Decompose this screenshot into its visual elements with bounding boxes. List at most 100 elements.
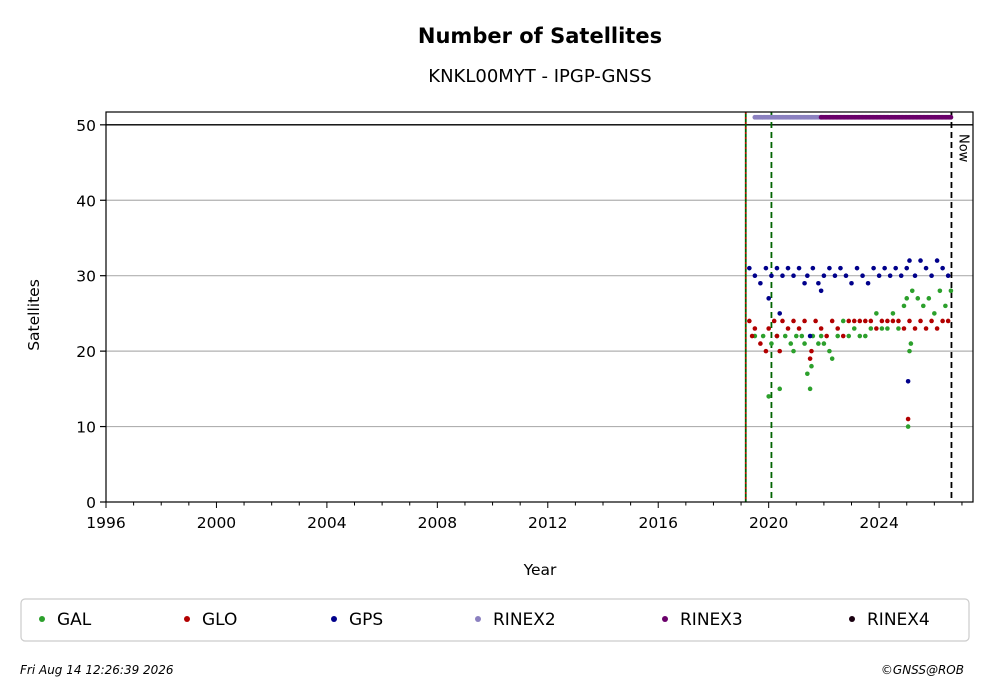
gps-point (832, 273, 838, 278)
footer-credit: ©GNSS@ROB (881, 663, 964, 677)
gal-point (846, 333, 852, 339)
gps-point (940, 265, 945, 271)
gps-point (777, 311, 783, 316)
glo-point (934, 326, 940, 331)
gps-point (871, 265, 876, 271)
legend-marker-gal (39, 616, 45, 622)
gps-point (918, 258, 923, 263)
gps-point (791, 273, 796, 278)
glo-point (752, 326, 758, 331)
gps-point (816, 280, 821, 286)
glo-point (802, 318, 807, 324)
gal-point (799, 333, 805, 339)
glo-point (918, 318, 923, 324)
y-tick-label: 50 (76, 117, 96, 135)
gps-point (907, 258, 912, 263)
glo-point (863, 318, 868, 324)
data-points (747, 114, 954, 429)
gal-point (840, 318, 846, 324)
glo-point (912, 326, 918, 331)
gal-point (926, 296, 932, 301)
glo-point (791, 318, 796, 324)
glo-point (945, 318, 951, 324)
glo-point (780, 318, 785, 324)
gal-point (901, 303, 907, 309)
glo-point (813, 318, 818, 324)
y-tick-label: 10 (76, 419, 96, 437)
gps-point (882, 265, 887, 271)
gps-point (758, 280, 763, 286)
footer-timestamp: Fri Aug 14 12:26:39 2026 (20, 663, 174, 677)
x-tick-label: 2020 (749, 514, 788, 532)
x-tick-label: 2012 (528, 514, 567, 532)
x-tick-label: 1996 (86, 514, 125, 532)
gal-point (868, 326, 874, 331)
legend-marker-glo (184, 616, 190, 622)
gps-point (887, 273, 893, 278)
gal-point (932, 311, 937, 316)
gal-point (760, 333, 766, 339)
legend-label-rinex2: RINEX2 (493, 610, 556, 630)
gps-point (912, 273, 918, 278)
y-axis: 0 10 20 30 40 50 (76, 117, 106, 512)
gps-point (843, 273, 849, 278)
glo-point (940, 318, 945, 324)
gal-point (857, 333, 863, 339)
gps-point (766, 296, 771, 301)
gal-point (818, 333, 824, 339)
now-label: Now (955, 134, 970, 163)
gps-point (796, 265, 802, 271)
gal-point (769, 341, 774, 346)
glo-point (747, 318, 752, 324)
gal-point (905, 424, 911, 429)
gal-point (793, 333, 799, 339)
gps-point (860, 273, 865, 278)
chart-title: Number of Satellites (418, 24, 662, 48)
gal-point (904, 296, 910, 301)
x-tick-label: 2004 (307, 514, 346, 532)
glo-point (879, 318, 885, 324)
gps-point (838, 265, 843, 271)
gal-point (829, 356, 835, 361)
glo-point (890, 318, 896, 324)
gal-point (777, 386, 783, 392)
legend-label-gal: GAL (57, 610, 92, 630)
gps-point (854, 265, 860, 271)
gps-point (849, 280, 854, 286)
gal-point (766, 394, 771, 399)
gal-point (851, 326, 857, 331)
y-axis-label: Satellites (25, 279, 43, 351)
gal-point (948, 288, 954, 294)
glo-point (846, 318, 852, 324)
x-axis: 1996 2000 2004 2008 2012 2016 2020 2024 (86, 502, 963, 532)
gal-point (890, 311, 896, 316)
gal-point (827, 348, 832, 354)
gps-point (774, 265, 780, 271)
gps-point (769, 273, 774, 278)
glo-point (896, 318, 901, 324)
gal-point (896, 326, 901, 331)
gps-point (807, 333, 813, 339)
glo-point (907, 318, 912, 324)
glo-point (749, 333, 755, 339)
gal-point (788, 341, 794, 346)
glo-point (901, 326, 907, 331)
gal-point (874, 311, 879, 316)
x-tick-label: 2024 (859, 514, 898, 532)
glo-point (857, 318, 863, 324)
x-tick-label: 2000 (197, 514, 236, 532)
glo-point (763, 348, 769, 354)
rinex3-point (948, 114, 954, 120)
gps-point (876, 273, 882, 278)
chart-subtitle: KNKL00MYT - IPGP-GNSS (428, 66, 651, 87)
plot-frame (105, 111, 974, 503)
gal-point (885, 326, 890, 331)
gps-point (818, 288, 824, 294)
legend-box (20, 598, 970, 642)
event-lines: Now (744, 112, 970, 502)
glo-point (840, 333, 846, 339)
legend-label-rinex3: RINEX3 (680, 610, 743, 630)
gps-point (893, 265, 898, 271)
legend-marker-rinex3 (662, 616, 668, 622)
